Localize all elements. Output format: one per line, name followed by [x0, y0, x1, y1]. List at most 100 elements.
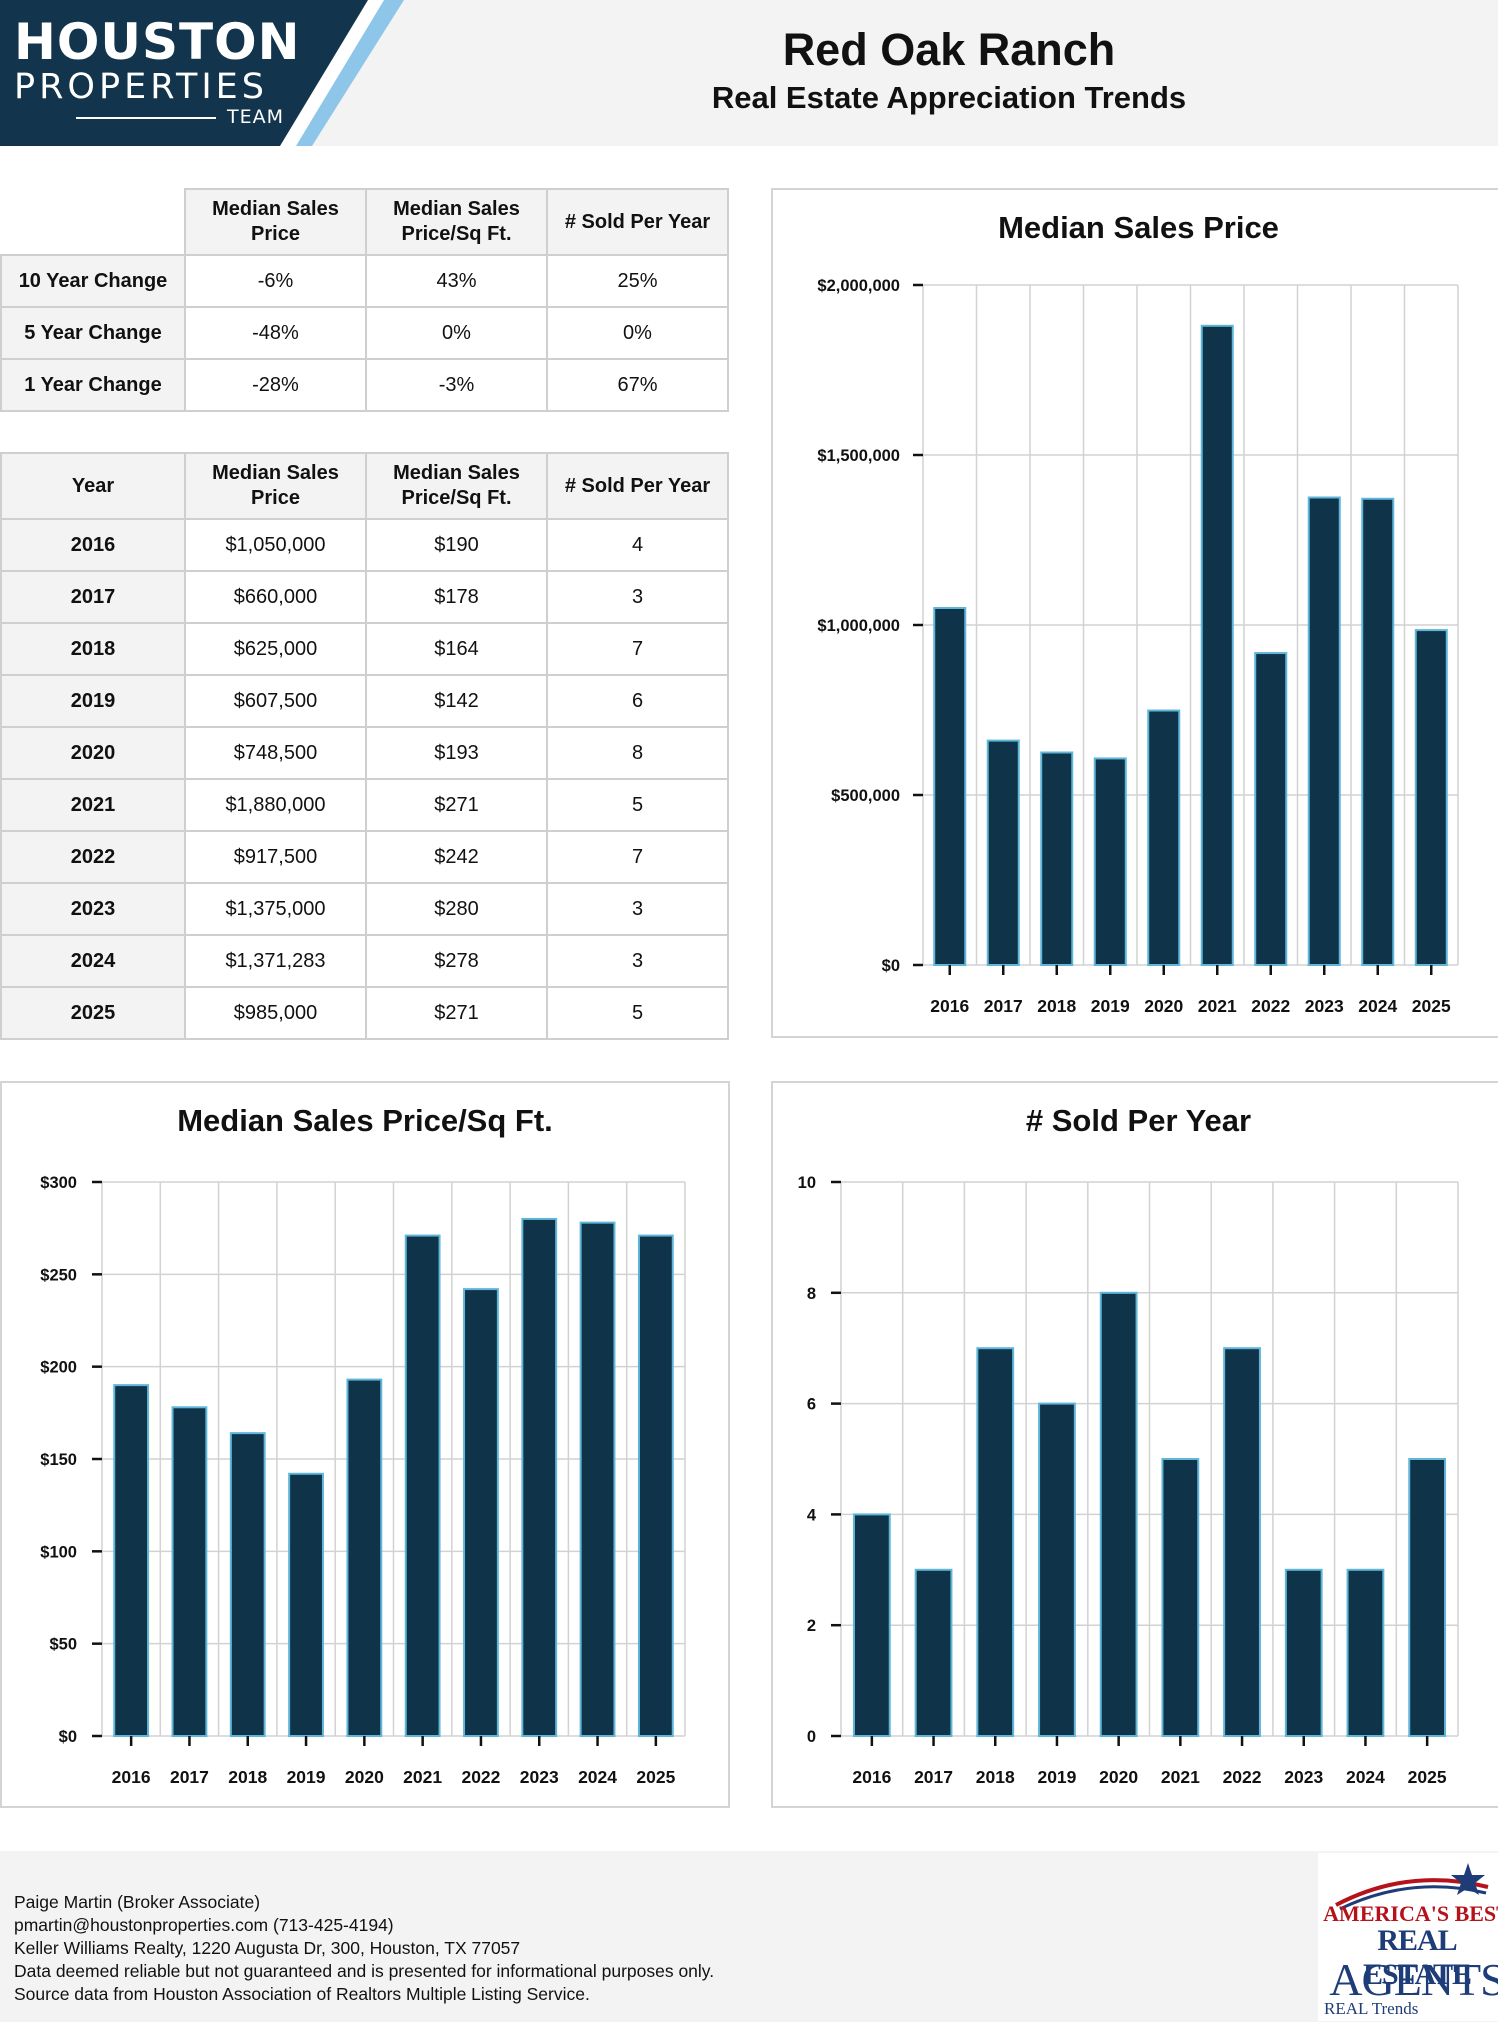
badge-line-3: AGENTS	[1329, 1954, 1498, 2005]
price-cell: $1,375,000	[184, 882, 367, 936]
y-tick-label: $300	[40, 1174, 77, 1192]
change-summary-table: Median Sales Price Median Sales Price/Sq…	[0, 188, 729, 412]
y-tick-label: $0	[59, 1728, 77, 1746]
x-tick-label: 2023	[520, 1767, 559, 1787]
bar-2019	[1038, 1402, 1076, 1737]
y-tick-label: $200	[40, 1359, 77, 1377]
table-cell: 67%	[546, 358, 729, 412]
y-tick-label: $100	[40, 1543, 77, 1561]
x-tick-label: 2016	[112, 1767, 151, 1787]
price-cell: $607,500	[184, 674, 367, 728]
table-cell: 0%	[546, 306, 729, 360]
y-tick-label: $150	[40, 1451, 77, 1469]
median-price-per-sqft-chart: Median Sales Price/Sq Ft. $0 $50 $100 $150 $…	[0, 1081, 730, 1808]
column-header: Median Sales Price/Sq Ft.	[365, 452, 548, 520]
y-tick-label: 10	[798, 1174, 816, 1192]
agent-contact: pmartin@houstonproperties.com (713-425-4…	[14, 1915, 394, 1935]
x-tick-label: 2025	[636, 1767, 675, 1787]
x-tick-label: 2019	[1091, 996, 1130, 1016]
bar-2016	[852, 1513, 891, 1737]
table-row: 10 Year Change -6% 43% 25%	[0, 254, 729, 308]
agency-address: Keller Williams Realty, 1220 Augusta Dr,…	[14, 1938, 521, 1958]
table-row: 1 Year Change -28% -3% 67%	[0, 358, 729, 412]
y-tick-label: $0	[882, 957, 900, 975]
column-header: # Sold Per Year	[546, 188, 729, 256]
price-cell: $1,880,000	[184, 778, 367, 832]
sqft-cell: $164	[365, 622, 548, 676]
year-cell: 2023	[0, 882, 186, 936]
sold-per-year-plot: 0 2 4 6 8 10 2016 2017 2018 2019 2020 2021 2022 2023 2…	[798, 1174, 1459, 1787]
table-header-row: Year Median Sales Price Median Sales Pri…	[0, 452, 729, 520]
x-tick-label: 2016	[852, 1767, 891, 1787]
bar-2025	[1408, 1458, 1447, 1737]
y-tick-label: $50	[49, 1636, 77, 1654]
y-tick-label: 0	[807, 1728, 816, 1746]
bar-2018	[1040, 751, 1074, 966]
y-tick-label: 6	[807, 1396, 816, 1414]
year-cell: 2019	[0, 674, 186, 728]
sold-cell: 3	[546, 882, 729, 936]
table-row: 2020 $748,500 $193 8	[0, 726, 729, 780]
x-tick-label: 2021	[1161, 1767, 1200, 1787]
bar-2021	[1200, 324, 1234, 967]
chart-title: # Sold Per Year	[1025, 1103, 1252, 1138]
y-tick-label: $1,500,000	[817, 447, 900, 465]
bar-2017	[914, 1568, 953, 1737]
bar-2020	[346, 1378, 383, 1737]
logo-line-properties: PROPERTIES	[14, 67, 268, 107]
page-subtitle: Real Estate Appreciation Trends	[711, 80, 1187, 115]
x-tick-label: 2020	[1144, 996, 1183, 1016]
x-tick-label: 2022	[461, 1767, 500, 1787]
sqft-cell: $193	[365, 726, 548, 780]
x-tick-label: 2024	[1358, 996, 1397, 1016]
sold-cell: 7	[546, 622, 729, 676]
year-cell: 2018	[0, 622, 186, 676]
bar-2023	[1307, 496, 1341, 966]
y-tick-label: 2	[807, 1617, 816, 1635]
x-tick-label: 2024	[1346, 1767, 1385, 1787]
price-cell: $660,000	[184, 570, 367, 624]
bar-2020	[1147, 709, 1181, 967]
bar-2025	[637, 1234, 674, 1737]
price-cell: $748,500	[184, 726, 367, 780]
x-tick-label: 2023	[1284, 1767, 1323, 1787]
table-row: 2023 $1,375,000 $280 3	[0, 882, 729, 936]
bar-2016	[113, 1384, 150, 1737]
sqft-cell: $280	[365, 882, 548, 936]
x-tick-label: 2022	[1223, 1767, 1262, 1787]
year-cell: 2025	[0, 986, 186, 1040]
column-header: # Sold Per Year	[546, 452, 729, 520]
y-tick-label: 4	[807, 1506, 817, 1524]
median-sales-price-plot: $0 $500,000 $1,000,000 $1,500,000 $2,000,000…	[817, 277, 1459, 1016]
table-row: 2017 $660,000 $178 3	[0, 570, 729, 624]
x-tick-label: 2017	[984, 996, 1023, 1016]
x-tick-label: 2020	[1099, 1767, 1138, 1787]
bar-2021	[1161, 1458, 1200, 1737]
x-tick-label: 2025	[1408, 1767, 1447, 1787]
table-row: 2019 $607,500 $142 6	[0, 674, 729, 728]
badge-line-1: AMERICA'S BEST	[1323, 1901, 1498, 1926]
table-row: 2018 $625,000 $164 7	[0, 622, 729, 676]
sold-cell: 8	[546, 726, 729, 780]
table-cell: -48%	[184, 306, 367, 360]
table-cell: -3%	[365, 358, 548, 412]
page-title: Red Oak Ranch	[782, 24, 1116, 75]
bar-2022	[1254, 652, 1288, 966]
table-row: 2024 $1,371,283 $278 3	[0, 934, 729, 988]
x-tick-label: 2016	[930, 996, 969, 1016]
americas-best-agents-badge: AMERICA'S BEST REAL ESTATE AGENTS REAL T…	[1318, 1853, 1498, 2021]
year-cell: 2022	[0, 830, 186, 884]
sqft-cell: $178	[365, 570, 548, 624]
y-tick-label: $500,000	[831, 787, 900, 805]
page-header: HOUSTON PROPERTIES TEAM Red Oak Ranch Re…	[0, 0, 1498, 146]
star-swoosh-icon	[1335, 1863, 1489, 1911]
bar-2021	[404, 1234, 441, 1737]
table-row: 2025 $985,000 $271 5	[0, 986, 729, 1040]
price-cell: $917,500	[184, 830, 367, 884]
x-tick-label: 2018	[228, 1767, 267, 1787]
footer-contact-info: Paige Martin (Broker Associate) pmartin@…	[14, 1891, 714, 2006]
sold-cell: 7	[546, 830, 729, 884]
bar-2020	[1099, 1291, 1138, 1738]
price-cell: $985,000	[184, 986, 367, 1040]
y-tick-label: $1,000,000	[817, 617, 900, 635]
